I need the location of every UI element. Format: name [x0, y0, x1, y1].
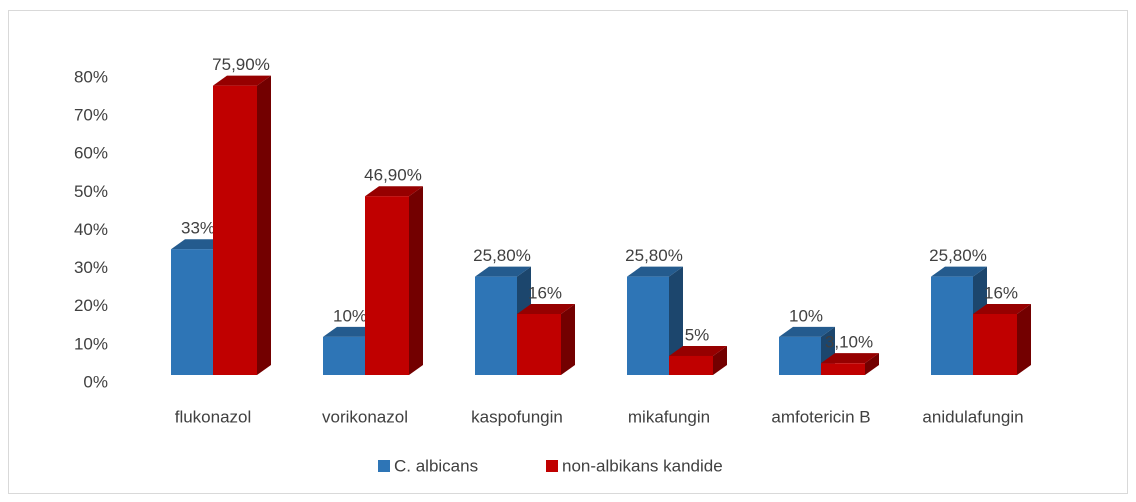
- bar-top: [931, 266, 987, 277]
- data-label: 46,90%: [364, 166, 422, 185]
- bar: [627, 266, 683, 375]
- data-label: 75,90%: [212, 55, 270, 74]
- x-tick-label: mikafungin: [628, 407, 710, 426]
- y-tick-label: 80%: [74, 67, 108, 86]
- data-label: 25,80%: [625, 246, 683, 265]
- bar-top: [475, 266, 531, 277]
- data-label: 25,80%: [929, 246, 987, 265]
- bar-front: [213, 85, 257, 375]
- x-tick-label: amfotericin B: [771, 407, 870, 426]
- y-tick-label: 20%: [74, 296, 108, 315]
- bar: [821, 353, 879, 375]
- bar-front: [517, 314, 561, 375]
- bar: [365, 186, 423, 375]
- bar-top: [365, 186, 423, 197]
- bar-top: [627, 266, 683, 277]
- y-tick-label: 10%: [74, 334, 108, 353]
- legend-swatch: [546, 460, 558, 472]
- bar: [973, 304, 1031, 375]
- bar: [213, 75, 271, 375]
- y-tick-label: 50%: [74, 182, 108, 201]
- bar-front: [669, 355, 713, 375]
- data-label: 3,10%: [825, 333, 873, 352]
- data-label: 25,80%: [473, 246, 531, 265]
- x-tick-label: vorikonazol: [322, 407, 408, 426]
- legend-label: non-albikans kandide: [562, 456, 723, 475]
- bar-front: [171, 249, 213, 375]
- y-tick-label: 30%: [74, 258, 108, 277]
- bar-side: [1017, 304, 1031, 375]
- bar-front: [365, 196, 409, 375]
- data-label: 33%: [181, 219, 215, 238]
- data-label: 5%: [685, 325, 710, 344]
- bar-top: [973, 304, 1031, 314]
- y-tick-label: 70%: [74, 106, 108, 125]
- bar-front: [779, 336, 821, 375]
- data-label: 10%: [789, 306, 823, 325]
- legend-swatch: [378, 460, 390, 472]
- x-tick-label: flukonazol: [175, 407, 252, 426]
- bar-top: [779, 326, 835, 337]
- data-label: 10%: [333, 306, 367, 325]
- bar-top: [517, 304, 575, 314]
- bar-side: [865, 353, 879, 375]
- bar-front: [973, 314, 1017, 375]
- data-label: 16%: [528, 283, 562, 302]
- y-tick-label: 40%: [74, 220, 108, 239]
- bar-front: [323, 336, 365, 375]
- bar-side: [409, 186, 423, 375]
- y-tick-label: 60%: [74, 144, 108, 163]
- bar-side: [713, 345, 727, 375]
- y-tick-label: 0%: [83, 372, 108, 391]
- x-tick-label: anidulafungin: [922, 407, 1023, 426]
- bar: [517, 304, 575, 375]
- bar-side: [257, 75, 271, 375]
- bar-side: [561, 304, 575, 375]
- bar-front: [931, 276, 973, 375]
- bar-front: [821, 363, 865, 375]
- bar-top: [213, 75, 271, 86]
- bar-front: [627, 276, 669, 375]
- bar-side: [669, 266, 683, 375]
- data-label: 16%: [984, 283, 1018, 302]
- bar-front: [475, 276, 517, 375]
- x-tick-label: kaspofungin: [471, 407, 563, 426]
- bar-top: [669, 345, 727, 356]
- bar: [669, 345, 727, 375]
- bar-top: [821, 353, 879, 364]
- legend-label: C. albicans: [394, 456, 478, 475]
